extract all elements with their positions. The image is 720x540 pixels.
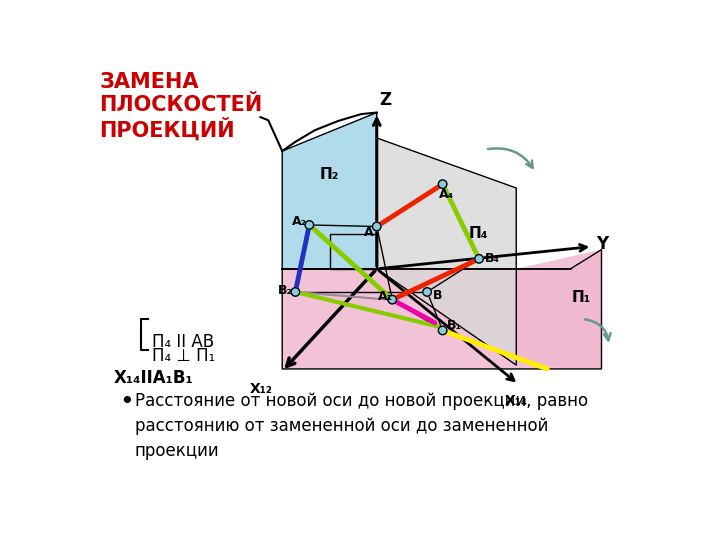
Polygon shape bbox=[261, 112, 377, 151]
Text: B₄: B₄ bbox=[485, 252, 500, 265]
Text: ЗАМЕНА
ПЛОСКОСТЕЙ
ПРОЕКЦИЙ: ЗАМЕНА ПЛОСКОСТЕЙ ПРОЕКЦИЙ bbox=[99, 72, 263, 141]
Polygon shape bbox=[282, 112, 377, 269]
Text: П₂: П₂ bbox=[320, 167, 339, 182]
Text: B: B bbox=[433, 288, 443, 301]
Text: A₁: A₁ bbox=[378, 290, 393, 303]
Polygon shape bbox=[282, 249, 601, 369]
Circle shape bbox=[423, 288, 431, 296]
Text: B₂: B₂ bbox=[279, 284, 293, 297]
Circle shape bbox=[474, 254, 483, 263]
Text: X₁₂: X₁₂ bbox=[249, 382, 272, 396]
Polygon shape bbox=[516, 249, 601, 369]
Circle shape bbox=[388, 295, 397, 304]
Text: П₄ II AB: П₄ II AB bbox=[152, 333, 214, 351]
Text: X₁₄IIA₁B₁: X₁₄IIA₁B₁ bbox=[113, 369, 193, 387]
Text: П₄ ⊥ П₁: П₄ ⊥ П₁ bbox=[152, 347, 215, 364]
Text: П₄: П₄ bbox=[468, 226, 487, 241]
Circle shape bbox=[438, 180, 447, 188]
Text: B₁: B₁ bbox=[447, 319, 462, 332]
Circle shape bbox=[438, 326, 447, 335]
FancyArrowPatch shape bbox=[585, 319, 611, 340]
FancyArrowPatch shape bbox=[488, 148, 533, 168]
Text: A₂: A₂ bbox=[292, 215, 307, 228]
Text: X₁₄: X₁₄ bbox=[505, 394, 528, 408]
Circle shape bbox=[372, 222, 381, 231]
Text: Z: Z bbox=[379, 91, 391, 110]
Polygon shape bbox=[377, 138, 516, 365]
Circle shape bbox=[305, 221, 314, 229]
Text: П₁: П₁ bbox=[572, 290, 591, 305]
Text: A₄: A₄ bbox=[438, 188, 454, 201]
Text: Расстояние от новой оси до новой проекции, равно
расстоянию от замененной оси до: Расстояние от новой оси до новой проекци… bbox=[135, 392, 588, 460]
Text: A: A bbox=[364, 226, 374, 239]
Text: •: • bbox=[120, 390, 134, 414]
Circle shape bbox=[291, 288, 300, 296]
Text: Y: Y bbox=[596, 235, 608, 253]
